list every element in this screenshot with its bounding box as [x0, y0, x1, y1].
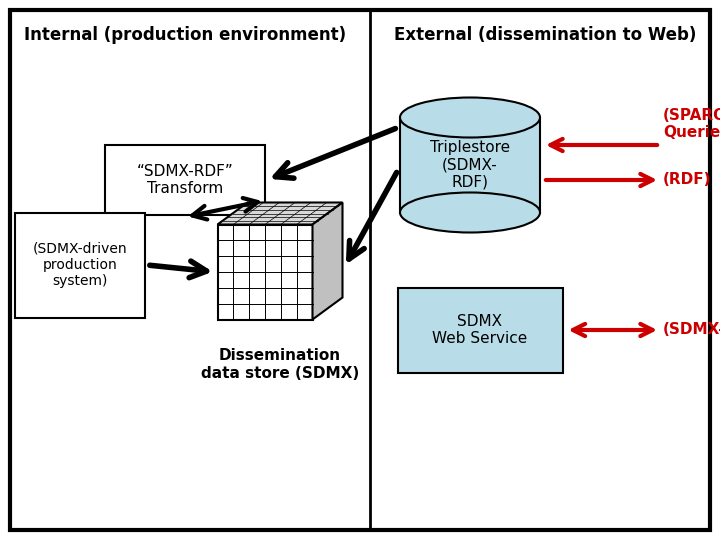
- Text: Dissemination
data store (SDMX): Dissemination data store (SDMX): [201, 348, 359, 381]
- Text: Triplestore
(SDMX-
RDF): Triplestore (SDMX- RDF): [430, 140, 510, 190]
- FancyBboxPatch shape: [15, 213, 145, 318]
- Ellipse shape: [400, 98, 540, 138]
- Polygon shape: [217, 202, 343, 225]
- Text: (SDMX-ML): (SDMX-ML): [663, 322, 720, 338]
- Text: SDMX
Web Service: SDMX Web Service: [433, 314, 528, 346]
- Polygon shape: [312, 202, 343, 320]
- FancyBboxPatch shape: [10, 10, 710, 530]
- Text: Internal (production environment): Internal (production environment): [24, 26, 346, 44]
- Text: (SPARQL
Queries): (SPARQL Queries): [663, 107, 720, 140]
- Text: External (dissemination to Web): External (dissemination to Web): [394, 26, 696, 44]
- FancyBboxPatch shape: [400, 118, 540, 213]
- Polygon shape: [217, 225, 312, 320]
- Text: (RDF): (RDF): [663, 172, 711, 187]
- Ellipse shape: [400, 192, 540, 233]
- FancyBboxPatch shape: [397, 287, 562, 373]
- FancyBboxPatch shape: [105, 145, 265, 215]
- Text: (SDMX-driven
production
system): (SDMX-driven production system): [32, 242, 127, 288]
- Text: “SDMX-RDF”
Transform: “SDMX-RDF” Transform: [137, 164, 233, 196]
